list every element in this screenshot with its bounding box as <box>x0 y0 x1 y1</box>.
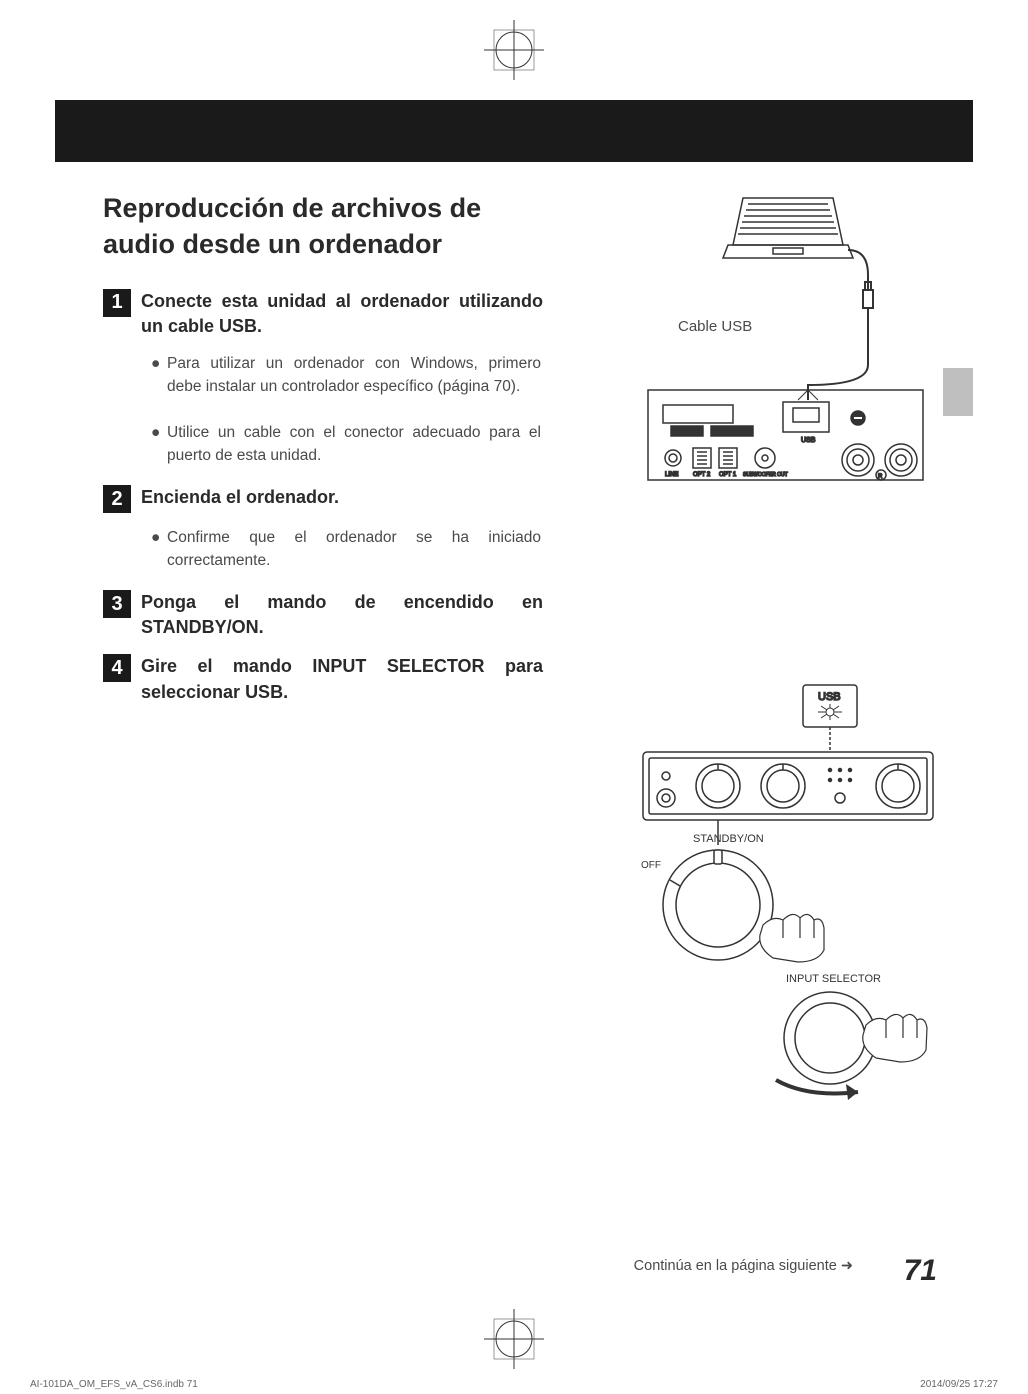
bullet-icon: ● <box>151 527 167 572</box>
bullet-icon: ● <box>151 422 167 467</box>
bullet-item: ● Utilice un cable con el conector adecu… <box>151 422 541 467</box>
page-title: Reproducción de archivos de audio desde … <box>103 190 543 263</box>
step-1: 1 Conecte esta unidad al ordenador utili… <box>103 289 543 339</box>
bullet-text: Para utilizar un ordenador con Windows, … <box>167 353 541 398</box>
step-1-number: 1 <box>103 289 131 317</box>
standby-label: STANDBY/ON <box>693 833 764 845</box>
step-4: 4 Gire el mando INPUT SELECTOR para sele… <box>103 654 543 704</box>
title-line2: audio desde un ordenador <box>103 229 442 259</box>
input-selector-label: INPUT SELECTOR <box>786 973 881 985</box>
step-1-text: Conecte esta unidad al ordenador utiliza… <box>141 289 543 339</box>
footer-left: AI-101DA_OM_EFS_vA_CS6.indb 71 <box>30 1379 198 1390</box>
usb-cable-label: Cable USB <box>678 318 752 335</box>
svg-text:LINE: LINE <box>665 472 678 478</box>
diagram-controls: USB <box>608 680 938 1100</box>
bullet-text: Confirme que el ordenador se ha iniciado… <box>167 527 541 572</box>
crop-mark-top <box>484 20 544 85</box>
arrow-icon: ➜ <box>841 1258 853 1274</box>
svg-text:OPT 1: OPT 1 <box>719 472 737 478</box>
usb-indicator-text: USB <box>818 691 841 703</box>
bullet-item: ● Confirme que el ordenador se ha inicia… <box>151 527 541 572</box>
step-1-bullets: ● Para utilizar un ordenador con Windows… <box>151 353 541 467</box>
continue-text: Continúa en la página siguiente ➜ <box>634 1258 853 1274</box>
footer-right: 2014/09/25 17:27 <box>920 1379 998 1390</box>
page-number: 71 <box>904 1254 937 1288</box>
continue-label: Continúa en la página siguiente <box>634 1258 837 1274</box>
step-3: 3 Ponga el mando de encendido en STANDBY… <box>103 590 543 640</box>
step-2-text: Encienda el ordenador. <box>141 485 339 510</box>
off-label: OFF <box>641 860 661 871</box>
bullet-item: ● Para utilizar un ordenador con Windows… <box>151 353 541 398</box>
step-3-text: Ponga el mando de encendido en STANDBY/O… <box>141 590 543 640</box>
step-2-number: 2 <box>103 485 131 513</box>
step-2: 2 Encienda el ordenador. <box>103 485 543 513</box>
crop-mark-bottom <box>484 1309 544 1374</box>
svg-text:R: R <box>878 474 883 480</box>
svg-text:OPT 2: OPT 2 <box>693 472 711 478</box>
bullet-icon: ● <box>151 353 167 398</box>
svg-text:SUBWOOFER OUT: SUBWOOFER OUT <box>743 472 788 478</box>
svg-text:USB: USB <box>801 437 816 444</box>
step-4-text: Gire el mando INPUT SELECTOR para selecc… <box>141 654 543 704</box>
step-2-bullets: ● Confirme que el ordenador se ha inicia… <box>151 527 541 572</box>
step-4-number: 4 <box>103 654 131 682</box>
page-tab <box>943 368 973 416</box>
diagram-connection: Cable USB <box>633 190 933 490</box>
step-3-number: 3 <box>103 590 131 618</box>
header-bar <box>55 100 973 162</box>
title-line1: Reproducción de archivos de <box>103 193 481 223</box>
bullet-text: Utilice un cable con el conector adecuad… <box>167 422 541 467</box>
